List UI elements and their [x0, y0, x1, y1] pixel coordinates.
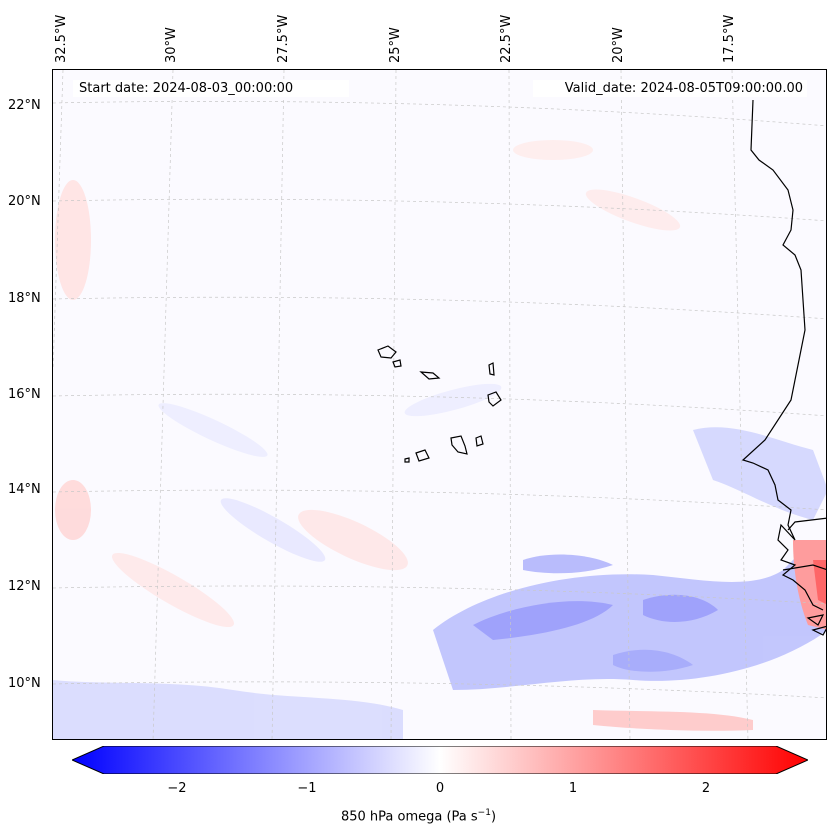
- valid-date-label: Valid_date: 2024-08-05T09:00:00.00: [533, 80, 807, 97]
- island-sao-nicolau: [419, 371, 441, 380]
- coast-detail: [782, 564, 826, 571]
- island-brava: [404, 457, 410, 463]
- coast-islands: [806, 614, 825, 626]
- lon-label: 25°W: [388, 27, 403, 63]
- coastlines: [377, 99, 826, 636]
- omega-negative-core-3: [613, 649, 693, 672]
- lon-label: 30°W: [164, 27, 179, 63]
- island-santo-antao: [377, 345, 397, 359]
- lat-label: 20°N: [8, 194, 41, 209]
- island-santiago: [450, 435, 468, 455]
- lon-label: 22.5°W: [499, 14, 514, 63]
- omega-positive-patch-2: [55, 480, 91, 540]
- colorbar-tick-label: 0: [435, 781, 445, 796]
- omega-field-map: [53, 70, 826, 739]
- island-fogo: [415, 449, 430, 462]
- colorbar-body: [72, 746, 808, 774]
- colorbar: [72, 746, 808, 774]
- omega-negative-southwest: [53, 680, 403, 739]
- lat-label: 14°N: [8, 482, 41, 497]
- omega-negative-core-1: [473, 601, 613, 640]
- lon-gridline: [508, 70, 512, 739]
- coast-detail: [787, 517, 826, 531]
- lon-label: 27.5°W: [276, 14, 291, 63]
- coast-islands: [811, 625, 826, 636]
- lat-label: 12°N: [8, 579, 41, 594]
- colorbar-tick-label: −1: [297, 781, 317, 796]
- colorbar-tick-label: 1: [568, 781, 578, 796]
- lat-label: 22°N: [8, 98, 41, 113]
- omega-negative-patch-1: [220, 498, 326, 562]
- lat-label: 10°N: [8, 676, 41, 691]
- omega-negative-core-2: [643, 594, 718, 622]
- lon-gridline: [271, 70, 285, 739]
- gridlines: [53, 70, 826, 739]
- lat-label: 18°N: [8, 291, 41, 306]
- island-boa-vista: [487, 391, 502, 407]
- omega-negative-coast: [693, 427, 826, 520]
- lon-gridline: [53, 70, 64, 371]
- start-date-label: Start date: 2024-08-03_00:00:00: [73, 80, 349, 97]
- lon-gridline: [620, 70, 631, 739]
- omega-positive-south: [593, 710, 753, 731]
- omega-negative-patch-3: [404, 383, 502, 417]
- lat-label: 16°N: [8, 387, 41, 402]
- colorbar-label-suffix: ): [490, 809, 497, 825]
- omega-negative-band-south: [433, 540, 826, 690]
- colorbar-label-prefix: 850 hPa omega (Pa s: [340, 809, 478, 825]
- lon-label: 17.5°W: [722, 14, 737, 63]
- lon-label: 32.5°W: [54, 14, 69, 63]
- lon-gridline: [390, 70, 397, 739]
- omega-positive-patch-6: [585, 189, 681, 231]
- island-sao-vicente: [392, 359, 402, 368]
- island-maio: [475, 435, 484, 447]
- lon-gridline: [731, 70, 749, 739]
- omega-negative-patch-2: [158, 403, 268, 457]
- colorbar-label: 850 hPa omega (Pa s−1): [0, 808, 837, 824]
- omega-positive-patch-1: [55, 180, 91, 300]
- omega-positive-patch-4: [111, 552, 235, 628]
- colorbar-label-exponent: −1: [477, 808, 491, 818]
- west-africa-coastline: [741, 99, 824, 611]
- colorbar-tick-label: 2: [701, 781, 711, 796]
- omega-positive-coast-core: [813, 560, 826, 604]
- omega-negative-core-4: [523, 554, 613, 574]
- island-sal: [488, 362, 495, 376]
- omega-positive-patch-5: [513, 140, 593, 160]
- lon-label: 20°W: [611, 27, 626, 63]
- lon-gridline: [152, 70, 174, 739]
- colorbar-tick-label: −2: [167, 781, 187, 796]
- map-panel: Start date: 2024-08-03_00:00:00 Valid_da…: [52, 69, 827, 740]
- omega-positive-patch-3: [298, 509, 408, 571]
